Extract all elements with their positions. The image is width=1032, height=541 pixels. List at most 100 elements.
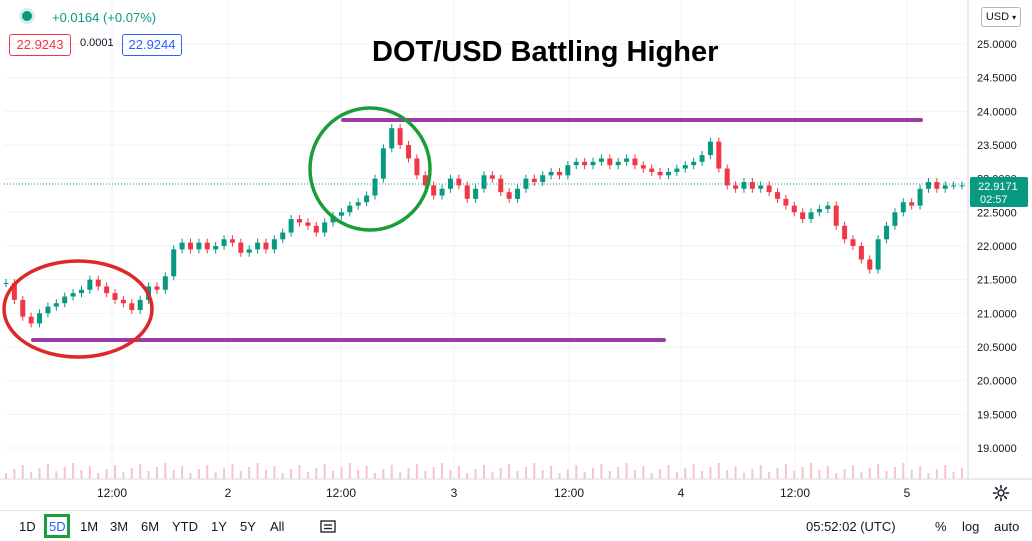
timeframe-all[interactable]: All <box>270 519 285 534</box>
candle-body <box>129 303 135 310</box>
candle-body <box>372 178 378 196</box>
candle-body <box>582 161 588 166</box>
timeframe-3m[interactable]: 3M <box>110 519 129 534</box>
candle-body <box>154 286 160 290</box>
price-axis: 25.000024.500024.000023.500023.000022.50… <box>0 0 1032 480</box>
volume-bar <box>885 471 888 479</box>
volume-bar <box>692 464 695 479</box>
candle-body <box>3 283 9 285</box>
volume-bar <box>223 468 226 479</box>
timeframe-1y[interactable]: 1Y <box>211 519 227 534</box>
candle-body <box>850 239 856 246</box>
volume-bar <box>88 466 91 479</box>
candle-body <box>624 158 630 162</box>
candle-body <box>523 178 529 189</box>
ask-price-button[interactable]: 22.9244 <box>122 34 182 56</box>
volume-bar <box>608 471 611 479</box>
volume-bar <box>902 463 905 479</box>
volume-bar <box>633 470 636 479</box>
volume-bar <box>617 467 620 479</box>
volume-bar <box>122 472 125 479</box>
candle-body <box>649 168 655 172</box>
timeframe-5y[interactable]: 5Y <box>240 519 256 534</box>
candle-body <box>951 185 957 187</box>
bid-price-button[interactable]: 22.9243 <box>9 34 71 56</box>
volume-bar <box>38 468 41 479</box>
candle-body <box>414 158 420 176</box>
timeframe-1m[interactable]: 1M <box>80 519 99 534</box>
volume-bar <box>961 468 963 479</box>
timeframe-6m[interactable]: 6M <box>141 519 160 534</box>
y-tick-label: 21.0000 <box>977 308 1017 320</box>
candle-body <box>406 145 412 159</box>
y-tick-label: 20.0000 <box>977 376 1017 388</box>
volume-bar <box>893 467 896 479</box>
y-tick-label: 19.0000 <box>977 443 1017 455</box>
candle-body <box>682 165 688 169</box>
volume-bar <box>63 467 66 479</box>
volume-bar <box>776 468 779 479</box>
log-toggle[interactable]: log <box>962 519 980 534</box>
candle-body <box>909 202 915 206</box>
volume-bar <box>399 472 402 479</box>
timeframe-1d[interactable]: 1D <box>19 519 36 534</box>
volume-bar <box>172 470 175 479</box>
candle-body <box>70 293 76 297</box>
chevron-down-icon: ▾ <box>1012 13 1017 22</box>
timeframe-ytd[interactable]: YTD <box>172 519 198 534</box>
candle-body <box>489 175 495 179</box>
candle-body <box>917 188 923 206</box>
gear-icon[interactable] <box>992 484 1010 502</box>
timeframe-5d[interactable]: 5D <box>49 519 66 534</box>
candle-body <box>833 205 839 226</box>
candle-body <box>724 168 730 186</box>
volume-bar <box>717 463 720 479</box>
time-axis: 12:00 2 12:00 3 12:00 4 12:00 5 <box>97 486 911 500</box>
candle-body <box>45 306 51 314</box>
utc-clock[interactable]: 05:52:02 (UTC) <box>806 519 896 534</box>
candle-body <box>540 175 546 183</box>
currency-selector[interactable]: USD ▾ <box>981 7 1021 27</box>
volume-bar <box>139 464 142 479</box>
candle-body <box>674 168 680 172</box>
candle-body <box>892 212 898 226</box>
candle-body <box>204 242 210 250</box>
volume-bar <box>323 464 326 479</box>
candle-body <box>238 242 244 253</box>
compare-icon[interactable] <box>320 519 336 533</box>
volume-bar <box>483 465 485 479</box>
volume-bar <box>516 471 519 479</box>
candle-body <box>884 225 890 240</box>
candle-body <box>78 289 84 294</box>
volume-bar <box>851 465 854 479</box>
candle-body <box>691 161 697 166</box>
candle-body <box>741 182 747 189</box>
volume-bar <box>373 473 376 479</box>
candle-body <box>942 185 948 189</box>
candle-body <box>615 161 621 166</box>
volume-bar <box>30 472 33 479</box>
candle-body <box>20 299 26 317</box>
candle-body <box>162 276 168 290</box>
volume-bar <box>768 472 771 479</box>
volume-bar <box>818 470 821 479</box>
x-tick-label: 3 <box>451 486 458 500</box>
y-tick-label: 23.5000 <box>977 140 1017 152</box>
candle-body <box>171 249 177 277</box>
volume-bar <box>810 463 813 479</box>
candle-body <box>749 182 755 189</box>
chart-grid <box>4 0 966 479</box>
volume-bar <box>541 470 544 479</box>
candle-body <box>179 242 185 250</box>
candle-body <box>934 182 940 189</box>
candle-body <box>37 313 43 324</box>
volume-bar <box>449 470 452 479</box>
auto-toggle[interactable]: auto <box>994 519 1020 534</box>
candle-body <box>816 208 822 213</box>
candle-body <box>473 188 479 199</box>
volume-bar <box>306 472 309 479</box>
bar-countdown: 02:57 <box>980 194 1008 206</box>
percent-toggle[interactable]: % <box>935 519 947 534</box>
candle-body <box>380 148 386 179</box>
